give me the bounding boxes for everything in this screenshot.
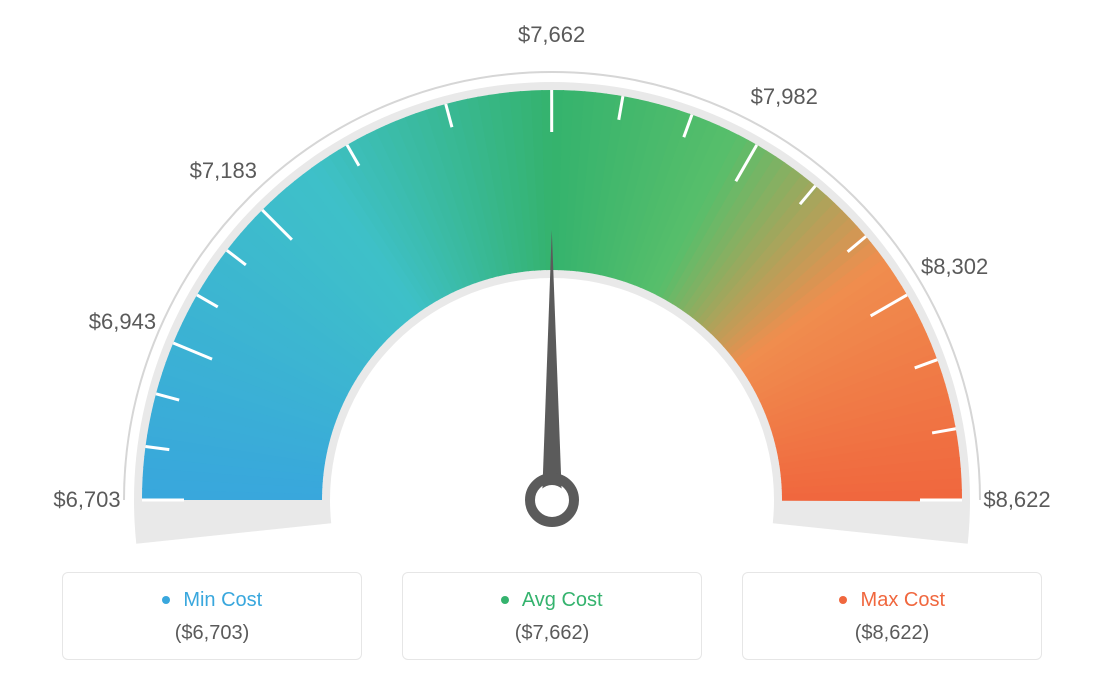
dot-icon — [839, 596, 847, 604]
legend-title-min: Min Cost — [73, 589, 351, 612]
legend-card-min: Min Cost ($6,703) — [62, 572, 362, 660]
legend-card-max: Max Cost ($8,622) — [742, 572, 1042, 660]
legend-label: Min Cost — [183, 589, 262, 611]
legend-value-max: ($8,622) — [753, 622, 1031, 645]
legend-label: Max Cost — [861, 589, 945, 611]
dot-icon — [162, 596, 170, 604]
legend-title-avg: Avg Cost — [413, 589, 691, 612]
gauge-tick-label: $6,703 — [53, 487, 120, 513]
gauge-tick-label: $8,302 — [921, 254, 988, 280]
legend-label: Avg Cost — [522, 589, 603, 611]
legend-value-avg: ($7,662) — [413, 622, 691, 645]
gauge-tick-label: $6,943 — [89, 309, 156, 335]
legend-card-avg: Avg Cost ($7,662) — [402, 572, 702, 660]
gauge-tick-label: $7,183 — [190, 158, 257, 184]
legend-title-max: Max Cost — [753, 589, 1031, 612]
gauge-chart: $6,703 $6,943 $7,183 $7,662 $7,982 $8,302 $8,6… — [0, 0, 1104, 560]
gauge-tick-label: $7,662 — [518, 22, 585, 48]
gauge-tick-label: $7,982 — [751, 84, 818, 110]
legend-value-min: ($6,703) — [73, 622, 351, 645]
gauge-tick-label: $8,622 — [983, 487, 1050, 513]
dot-icon — [501, 596, 509, 604]
legend-row: Min Cost ($6,703) Avg Cost ($7,662) Max … — [0, 572, 1104, 660]
